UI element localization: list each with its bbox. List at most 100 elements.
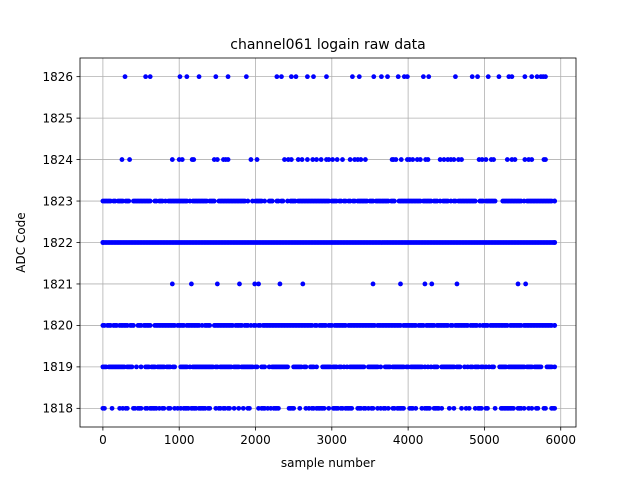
- data-point: [318, 157, 324, 162]
- data-point: [276, 405, 281, 411]
- data-point: [211, 198, 217, 204]
- data-point: [496, 74, 502, 80]
- x-axis-label: sample number: [281, 456, 375, 470]
- data-point: [457, 364, 463, 370]
- data-point: [543, 74, 548, 80]
- data-point: [282, 157, 287, 162]
- data-point: [427, 405, 432, 411]
- y-tick-label: 1824: [42, 153, 73, 167]
- data-point: [191, 157, 197, 162]
- data-point: [189, 281, 194, 287]
- data-point: [299, 157, 305, 162]
- data-point: [262, 198, 268, 204]
- data-point: [143, 74, 149, 80]
- data-point: [398, 281, 403, 287]
- data-point: [225, 157, 231, 162]
- data-point: [393, 157, 399, 162]
- data-point: [240, 405, 246, 411]
- data-point: [492, 198, 498, 204]
- data-point: [297, 405, 303, 411]
- data-point: [214, 281, 220, 287]
- data-point: [326, 405, 332, 411]
- data-point: [100, 240, 106, 245]
- data-point: [295, 157, 301, 162]
- x-axis-ticks: 0 1000 2000 3000 4000 5000 6000: [99, 427, 576, 447]
- data-point: [451, 157, 457, 162]
- data-point: [371, 74, 377, 80]
- data-point: [340, 157, 345, 162]
- data-point: [324, 74, 329, 80]
- data-point: [269, 198, 275, 204]
- y-tick-label: 1826: [42, 70, 73, 84]
- data-point: [404, 74, 410, 80]
- y-tick-label: 1825: [42, 111, 73, 125]
- data-point: [437, 157, 443, 162]
- data-point: [288, 157, 294, 162]
- data-point: [543, 405, 548, 411]
- data-point: [254, 157, 260, 162]
- data-point: [274, 74, 280, 80]
- data-point: [521, 405, 527, 411]
- data-point: [529, 405, 535, 411]
- data-point: [485, 405, 490, 411]
- data-point: [138, 405, 144, 411]
- data-point: [248, 157, 254, 162]
- data-point: [147, 323, 153, 328]
- data-point: [100, 198, 106, 204]
- data-point: [425, 157, 431, 162]
- y-tick-label: 1820: [42, 319, 73, 333]
- data-point: [534, 74, 540, 80]
- data-point: [512, 157, 518, 162]
- data-point: [207, 405, 213, 411]
- data-point: [362, 157, 368, 162]
- data-point: [330, 157, 335, 162]
- data-point: [303, 364, 309, 370]
- x-tick-label: 3000: [317, 433, 348, 447]
- data-point: [420, 74, 426, 80]
- data-point: [147, 74, 153, 80]
- data-point: [285, 364, 290, 370]
- chart-title: channel061 logain raw data: [230, 37, 425, 53]
- y-tick-label: 1823: [42, 194, 73, 208]
- data-point: [356, 74, 362, 80]
- data-point: [475, 74, 480, 80]
- data-point: [378, 364, 384, 370]
- data-point: [434, 364, 440, 370]
- data-point: [279, 74, 284, 80]
- data-point: [453, 74, 458, 80]
- y-axis-ticks: 1818 1819 1820 1821 1822 1823 1824 1825 1826: [42, 70, 80, 416]
- data-point: [491, 157, 496, 162]
- data-point: [127, 157, 132, 162]
- data-point: [358, 157, 364, 162]
- data-point: [478, 405, 484, 411]
- data-point: [379, 74, 384, 80]
- data-point: [122, 74, 128, 80]
- data-point: [451, 405, 457, 411]
- data-point: [138, 364, 144, 370]
- data-point: [305, 157, 310, 162]
- data-point: [280, 198, 286, 204]
- data-point: [161, 405, 167, 411]
- data-point: [446, 405, 452, 411]
- data-point: [385, 74, 390, 80]
- data-point: [245, 198, 251, 204]
- data-point: [196, 74, 202, 80]
- data-point: [349, 405, 355, 411]
- data-point: [109, 405, 115, 411]
- data-point: [459, 405, 464, 411]
- data-point: [293, 74, 299, 80]
- data-point: [391, 198, 397, 204]
- data-point: [395, 74, 401, 80]
- x-tick-label: 1000: [164, 433, 195, 447]
- data-point: [370, 405, 376, 411]
- x-tick-label: 2000: [240, 433, 271, 447]
- data-point: [361, 364, 367, 370]
- y-tick-label: 1819: [42, 360, 73, 374]
- data-point: [350, 74, 355, 80]
- data-point: [398, 157, 404, 162]
- y-tick-label: 1818: [42, 402, 73, 416]
- data-point: [126, 198, 132, 204]
- data-point: [511, 405, 516, 411]
